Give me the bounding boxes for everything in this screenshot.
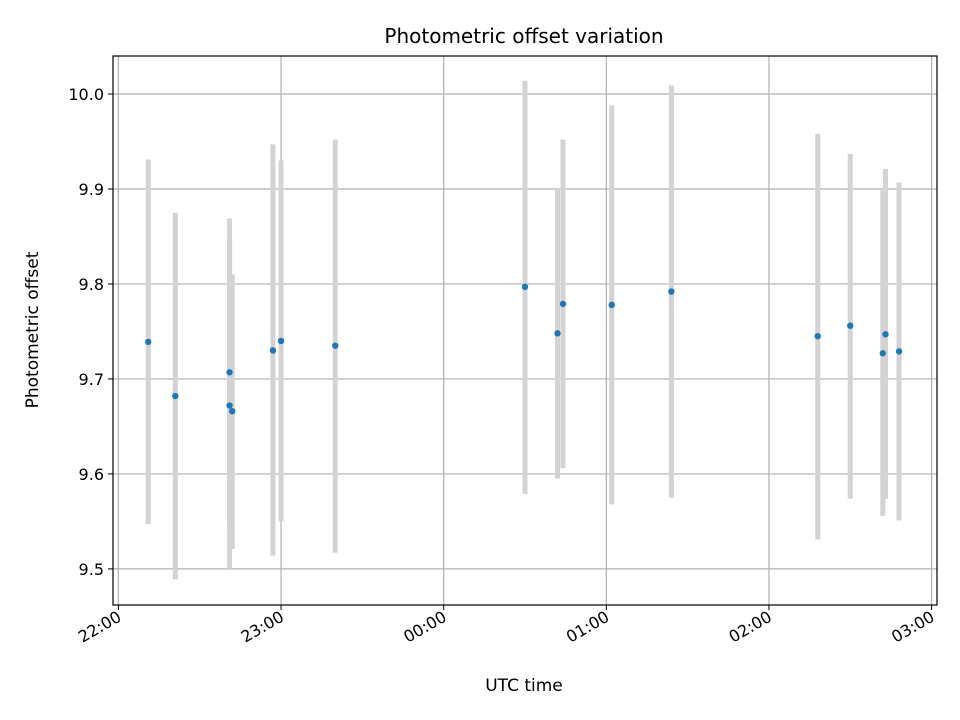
data-point: [269, 347, 277, 354]
data-point: [332, 342, 339, 349]
y-tick-label: 9.6: [79, 465, 104, 484]
chart-title: Photometric offset variation: [384, 24, 663, 48]
data-point: [554, 330, 561, 337]
x-tick-label: 03:00: [888, 607, 937, 647]
y-tick-label: 9.8: [79, 275, 104, 294]
data-point: [847, 322, 854, 329]
data-point: [814, 332, 821, 340]
x-tick-label: 23:00: [238, 607, 287, 647]
data-point: [559, 300, 567, 308]
x-axis-ticks: 22:00 23:00 00:00 01:00 02:00 03:00: [75, 605, 938, 647]
error-bars: [145, 80, 902, 580]
data-point: [172, 392, 179, 400]
data-point: [145, 338, 152, 346]
y-tick-label: 9.7: [79, 370, 104, 389]
x-tick-label: 02:00: [726, 607, 775, 647]
data-point: [229, 408, 236, 415]
x-tick-label: 22:00: [75, 607, 124, 647]
data-point: [226, 402, 233, 409]
y-axis-label: Photometric offset: [23, 251, 43, 408]
y-axis-ticks: 9.5 9.6 9.7 9.8 9.9 10.0: [68, 85, 113, 579]
x-axis-label: UTC time: [485, 676, 563, 696]
data-point: [277, 337, 285, 345]
x-tick-label: 01:00: [563, 607, 612, 647]
data-point: [521, 283, 529, 291]
data-point: [882, 331, 889, 338]
data-point: [879, 350, 886, 357]
y-tick-label: 9.9: [79, 180, 104, 199]
data-points: [145, 283, 903, 415]
data-point: [608, 301, 615, 309]
y-tick-label: 10.0: [68, 85, 104, 104]
data-point: [226, 369, 233, 376]
x-tick-label: 00:00: [400, 607, 449, 647]
data-point: [668, 288, 675, 295]
data-point: [895, 348, 903, 355]
plot-frame: [112, 55, 938, 606]
y-tick-label: 9.5: [79, 560, 104, 579]
